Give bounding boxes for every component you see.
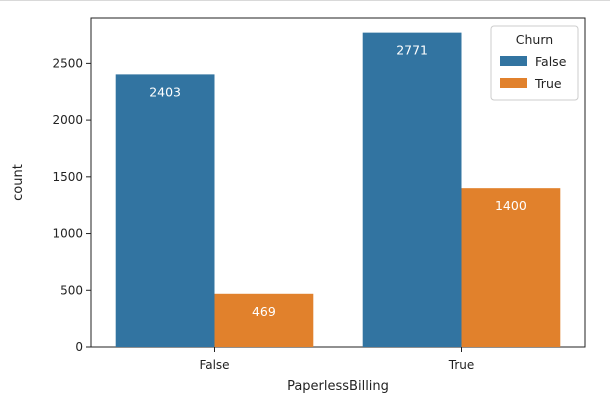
bar-true-true: [461, 188, 561, 347]
bar-value-label: 1400: [495, 198, 527, 213]
bar-true-false: [362, 32, 462, 347]
y-tick-label: 2000: [52, 113, 83, 127]
x-tick-label: False: [199, 358, 229, 372]
legend-title: Churn: [516, 32, 553, 47]
plot-area: [90, 17, 586, 348]
legend-swatch-true: [500, 78, 527, 88]
top-divider: [0, 0, 610, 1]
x-tick-label: True: [448, 358, 475, 372]
y-axis: 0 500 1000 1500 2000 2500: [52, 56, 91, 354]
bar-false-true: [214, 293, 314, 347]
bar-false-false: [115, 74, 215, 347]
y-tick-label: 0: [75, 340, 83, 354]
bar-value-label: 469: [252, 304, 276, 319]
legend: Churn False True: [490, 25, 579, 101]
bar-value-label: 2403: [149, 84, 181, 99]
x-axis-title: PaperlessBilling: [287, 379, 389, 394]
legend-swatch-false: [500, 56, 527, 66]
bars: [115, 32, 561, 347]
y-axis-title: count: [11, 164, 26, 201]
plot-frame: [90, 17, 586, 348]
legend-label-false: False: [535, 54, 567, 69]
x-axis: False True: [199, 347, 474, 372]
bar-labels: 2403 2771 469 1400: [149, 43, 527, 319]
y-tick-label: 2500: [52, 56, 83, 70]
y-tick-label: 1000: [52, 227, 83, 241]
y-tick-label: 1500: [52, 170, 83, 184]
y-tick-label: 500: [60, 283, 83, 297]
bar-value-label: 2771: [396, 43, 428, 58]
legend-label-true: True: [534, 76, 562, 91]
